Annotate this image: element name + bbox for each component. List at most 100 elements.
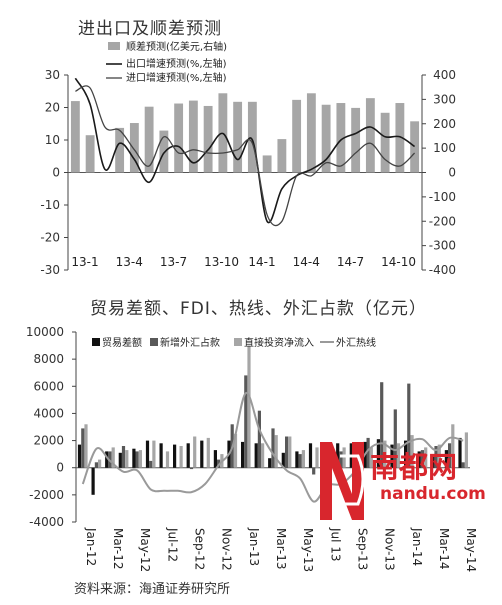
y-tick-label: -2000 (29, 488, 64, 502)
bar-fdi (451, 424, 455, 468)
bar-trade-balance (376, 439, 380, 468)
bar-surplus (262, 155, 272, 173)
bar-fx-purchase (393, 409, 397, 468)
legend-label: 贸易差额 (102, 336, 142, 349)
legend-label: 进口增速预测(%,左轴) (126, 71, 227, 84)
bar-fdi (247, 345, 251, 468)
x-tick-label: 14-1 (248, 255, 275, 269)
bar-fdi (165, 451, 170, 468)
y-tick-label-right: 300 (433, 92, 456, 106)
bar-fx-purchase (420, 450, 424, 468)
bar-trade-balance (336, 443, 340, 468)
y-tick-label-left: -30 (40, 263, 60, 277)
bar-fx-purchase (448, 443, 452, 468)
x-tick-label: Jan-14 (410, 527, 424, 566)
line-hot-money (81, 392, 464, 503)
bar-fx-purchase (461, 462, 465, 468)
legend-label: 顺差预测(亿美元,右轴) (126, 40, 227, 53)
legend-swatch-surplus (108, 42, 120, 50)
bar-trade-balance (308, 443, 313, 468)
bar-fx-purchase (121, 446, 126, 468)
y-tick-label-right: -100 (429, 190, 456, 204)
bar-surplus (410, 121, 420, 173)
bar-fdi (315, 447, 319, 468)
bar-fx-purchase (366, 437, 370, 468)
bar-fx-purchase (257, 410, 261, 468)
x-tick-label: May-12 (138, 528, 152, 572)
bar-surplus (321, 104, 331, 173)
bar-surplus (144, 106, 154, 173)
legend-swatch-trade (92, 338, 100, 346)
bar-trade-balance (444, 450, 448, 468)
bar-fdi (193, 436, 197, 468)
bar-fx-purchase (380, 382, 384, 468)
bar-fdi (233, 433, 238, 468)
x-tick-label: Mar-14 (437, 528, 451, 569)
bar-surplus (174, 103, 184, 173)
bar-fdi (369, 447, 373, 468)
chart-title: 进出口及顺差预测 (78, 19, 222, 39)
bar-fdi (396, 443, 401, 468)
watermark-cn: 南都网 (370, 450, 458, 484)
x-tick-label: Jul-12 (165, 527, 179, 562)
x-tick-label: 13-1 (71, 255, 98, 269)
bar-surplus (203, 105, 213, 173)
y-tick-label: 6000 (33, 379, 64, 393)
y-tick-label-right: 400 (433, 68, 456, 82)
source-note: 资料来源：海通证券研究所 (74, 582, 231, 597)
y-tick-label-left: -20 (40, 231, 60, 245)
bar-surplus (247, 101, 257, 173)
x-tick-label: Nov-13 (383, 528, 397, 571)
y-tick-label-left: 10 (45, 133, 60, 147)
y-tick-label-right: -300 (429, 239, 456, 253)
bar-trade-balance (200, 440, 204, 468)
bar-trade-balance (145, 440, 150, 468)
bar-fdi (464, 432, 468, 468)
bar-surplus (100, 172, 110, 173)
bar-surplus (336, 103, 346, 173)
bar-surplus (188, 100, 198, 173)
nandu-watermark-logo: 南都网 nandu.com (318, 434, 486, 526)
bar-surplus (129, 123, 139, 173)
line-export-growth (74, 77, 416, 224)
bar-fdi (383, 440, 387, 468)
bar-surplus (395, 103, 405, 173)
legend-label: 外汇热线 (336, 336, 376, 349)
bar-fdi (424, 447, 428, 468)
y-tick-label: 10000 (26, 325, 64, 339)
x-tick-label: May-13 (301, 528, 315, 572)
chart-plot: 3020100-10-20-304003002001000-100-200-30… (40, 40, 456, 277)
bar-trade-balance (241, 441, 245, 468)
x-tick-label: Nov-12 (220, 528, 234, 571)
bar-fx-purchase (298, 454, 302, 468)
y-tick-label-left: 30 (45, 68, 60, 82)
bar-fdi (301, 450, 305, 468)
nandu-logo-icon (320, 442, 365, 520)
bar-trade-balance (91, 467, 95, 495)
x-tick-label: 14-4 (293, 255, 320, 269)
x-tick-label: Jan-13 (247, 527, 261, 566)
bar-fx-purchase (203, 467, 207, 469)
chart-trade-forecast: 进出口及顺差预测 30 20 10 0 -10 -20 -30 400 300 200 100 0 -1… (0, 0, 502, 288)
bar-fdi (206, 437, 210, 468)
y-tick-label-right: 200 (433, 117, 456, 131)
bar-fdi (410, 435, 414, 468)
x-tick-label: 13-10 (204, 255, 239, 269)
bar-fx-purchase (81, 428, 85, 468)
bar-surplus (159, 130, 169, 173)
bar-surplus (233, 101, 243, 173)
bar-fdi (98, 459, 102, 468)
bar-trade-balance (281, 452, 285, 468)
bar-trade-balance (213, 450, 217, 468)
legend-label: 新增外汇占款 (160, 336, 220, 349)
bar-fx-purchase (434, 446, 438, 468)
bar-trade-balance (159, 443, 163, 468)
bar-surplus (351, 107, 361, 173)
bar-trade-balance (105, 451, 109, 468)
y-tick-label: 0 (56, 461, 64, 475)
bar-fx-purchase (285, 436, 289, 468)
y-tick-label: 2000 (33, 434, 64, 448)
bar-surplus (306, 93, 316, 173)
legend-swatch-fdi (234, 338, 242, 346)
bar-fdi (437, 444, 441, 468)
